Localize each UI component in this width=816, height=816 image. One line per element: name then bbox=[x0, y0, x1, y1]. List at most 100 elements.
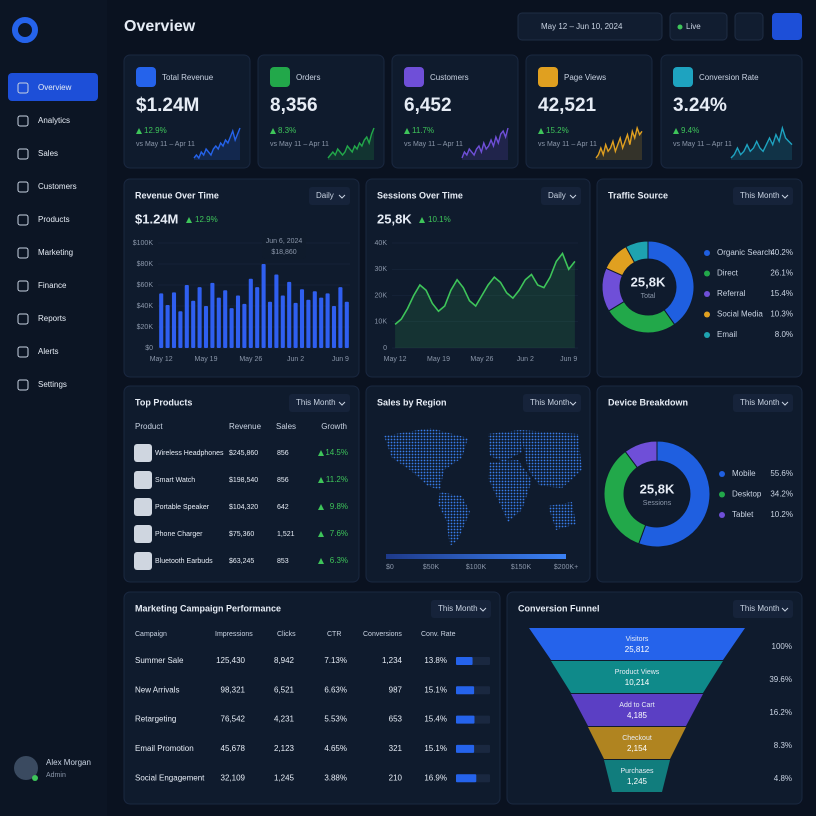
cell: 6.63% bbox=[324, 685, 347, 694]
bar bbox=[319, 297, 324, 348]
stage-value: 4,185 bbox=[627, 711, 648, 720]
stage-percent: 4.8% bbox=[774, 774, 792, 783]
dropdown[interactable] bbox=[733, 600, 793, 618]
donut-slice bbox=[625, 240, 649, 264]
product-image bbox=[134, 525, 152, 543]
x-tick-label: May 26 bbox=[470, 356, 493, 363]
dropdown[interactable] bbox=[733, 187, 793, 205]
kpi-change: 15.2% bbox=[546, 126, 569, 135]
up-arrow bbox=[318, 504, 324, 510]
bar bbox=[203, 306, 209, 348]
panel bbox=[596, 178, 803, 378]
rate-bar bbox=[456, 686, 475, 695]
x-tick-label: May 19 bbox=[427, 356, 450, 363]
y-tick-label: $100K bbox=[133, 240, 154, 247]
world-map bbox=[384, 428, 582, 546]
sparkline-area bbox=[731, 128, 792, 160]
product-name: Smart Watch bbox=[155, 477, 195, 484]
rate-bar bbox=[456, 657, 473, 665]
x-tick-label: Jun 2 bbox=[517, 356, 534, 363]
product-growth: 11.2% bbox=[326, 475, 348, 484]
nav-icon bbox=[17, 379, 29, 391]
dropdown[interactable] bbox=[523, 394, 581, 412]
bar bbox=[299, 289, 305, 348]
up-arrow bbox=[186, 217, 192, 223]
legend-dot bbox=[704, 311, 710, 318]
product-revenue: $75,360 bbox=[229, 531, 254, 538]
column-header: Product bbox=[135, 422, 163, 431]
cell: 16.9% bbox=[424, 773, 447, 782]
legend-value: 26.1% bbox=[770, 269, 793, 278]
cell: 15.1% bbox=[424, 685, 447, 694]
legend-dot bbox=[719, 512, 725, 518]
revenue-change: 12.9% bbox=[195, 215, 218, 224]
stage-value: 2,154 bbox=[627, 744, 648, 753]
date-range: May 12 – Jun 10, 2024 bbox=[541, 22, 623, 31]
dropdown[interactable] bbox=[309, 187, 350, 205]
legend-label: Tablet bbox=[732, 510, 754, 519]
dropdown[interactable] bbox=[431, 600, 491, 618]
legend-dot bbox=[719, 471, 725, 477]
bar bbox=[184, 285, 189, 348]
product-growth: 14.5% bbox=[325, 448, 348, 457]
cell: Retargeting bbox=[135, 715, 176, 724]
column-header: Growth bbox=[321, 422, 347, 431]
sparkline-area bbox=[462, 128, 508, 160]
legend-value: 40.2% bbox=[770, 248, 793, 257]
product-growth: 6.3% bbox=[330, 556, 348, 565]
kpi-title: Customers bbox=[430, 73, 469, 82]
legend-value: 10.3% bbox=[770, 310, 793, 319]
kpi-title: Total Revenue bbox=[162, 73, 214, 82]
sparkline bbox=[193, 127, 241, 160]
settings-button[interactable] bbox=[772, 13, 802, 40]
dropdown[interactable] bbox=[541, 187, 581, 205]
dropdown-label: Daily bbox=[548, 191, 566, 200]
donut-center-label: Sessions bbox=[643, 500, 672, 507]
panel bbox=[365, 178, 591, 378]
chevron bbox=[781, 401, 789, 406]
kpi-period: vs May 11 – Apr 11 bbox=[404, 141, 463, 148]
product-revenue: $245,860 bbox=[229, 450, 258, 457]
rate-bar bbox=[456, 744, 475, 753]
product-growth: 7.6% bbox=[330, 529, 348, 538]
funnel-stage bbox=[604, 760, 670, 792]
dropdown[interactable] bbox=[289, 394, 350, 412]
product-name: Wireless Headphones bbox=[155, 450, 224, 457]
tooltip-value: $18,860 bbox=[271, 249, 296, 256]
bar bbox=[165, 304, 170, 348]
bar bbox=[280, 295, 285, 348]
up-arrow bbox=[419, 217, 425, 223]
chevron bbox=[781, 194, 789, 199]
donut-slice bbox=[624, 440, 658, 469]
up-arrow bbox=[136, 128, 142, 134]
donut-center: 25,8K bbox=[640, 481, 675, 496]
up-arrow bbox=[318, 558, 324, 564]
legend-value: 8.0% bbox=[775, 330, 793, 339]
filter-button[interactable] bbox=[734, 12, 764, 41]
nav-active[interactable] bbox=[8, 73, 98, 101]
cell: 321 bbox=[389, 744, 403, 753]
y-tick-label: 10K bbox=[375, 319, 388, 326]
cell: 76,542 bbox=[221, 715, 246, 724]
stage-percent: 100% bbox=[772, 642, 792, 651]
live-label: Live bbox=[686, 22, 701, 31]
cell: 15.4% bbox=[424, 715, 447, 724]
kpi-value: 6,452 bbox=[404, 95, 452, 116]
cell: 5.53% bbox=[324, 715, 347, 724]
up-arrow bbox=[318, 450, 324, 456]
bar bbox=[306, 299, 311, 348]
nav-icon bbox=[17, 346, 29, 358]
kpi-period: vs May 11 – Apr 11 bbox=[136, 141, 195, 148]
cell: 7.13% bbox=[324, 656, 347, 665]
cell: 13.8% bbox=[424, 656, 447, 665]
kpi-change: 12.9% bbox=[144, 126, 167, 135]
column-header: Revenue bbox=[229, 422, 262, 431]
x-tick-label: May 12 bbox=[150, 356, 173, 363]
dropdown[interactable] bbox=[733, 394, 793, 412]
cell: New Arrivals bbox=[135, 685, 179, 694]
bar bbox=[191, 300, 196, 348]
live-box[interactable] bbox=[669, 12, 728, 41]
date-picker[interactable] bbox=[517, 12, 663, 41]
dropdown-label: This Month bbox=[740, 398, 780, 407]
nav-item: Customers bbox=[38, 182, 77, 191]
